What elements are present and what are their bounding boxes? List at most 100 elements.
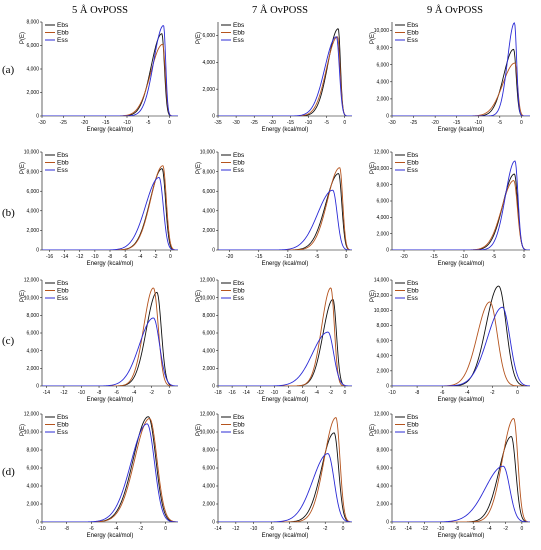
y-tick-label: 0 (212, 520, 215, 526)
series-line-ess (42, 423, 178, 522)
row-label-d: (d) (2, 466, 15, 478)
legend-entry: Ebs (233, 414, 245, 421)
chart-panel: -16 -14 -12 -10 -8 -6 -4 -2 0 0 2,000 4,000 6,000 8,0… (370, 412, 530, 539)
y-tick-label: 12,000 (200, 278, 216, 284)
x-axis-label: Energy (kcal/mol) (262, 261, 309, 267)
x-tick-label: -15 (102, 120, 109, 126)
y-tick-label: 6,000 (376, 62, 389, 68)
x-tick-label: -6 (114, 390, 119, 396)
x-tick-label: -4 (138, 254, 143, 260)
x-tick-label: -4 (465, 390, 470, 396)
legend-entry: Ess (233, 167, 245, 174)
legend-entry: Ess (57, 429, 69, 436)
y-tick-label: 6,000 (202, 33, 215, 39)
x-tick-label: -30 (232, 120, 239, 126)
x-tick-label: -20 (432, 120, 439, 126)
series-line-ebs (392, 285, 530, 386)
y-tick-label: 2,000 (26, 228, 39, 234)
series-line-ebb (42, 43, 178, 116)
legend-entry: Ess (233, 37, 245, 44)
legend-entry: Ebs (233, 22, 245, 29)
series-line-ess (218, 453, 352, 522)
x-tick-label: -8 (97, 390, 102, 396)
chart-panel: -35 -30 -25 -20 -15 -10 -5 0 0 2,000 4,000 6,000 Ene… (196, 22, 352, 133)
y-tick-label: 2,000 (376, 369, 389, 375)
y-tick-label: 0 (36, 520, 39, 526)
x-tick-label: -6 (123, 254, 128, 260)
x-tick-label: -12 (232, 526, 239, 532)
series-line-ebb (392, 417, 530, 522)
legend-entry: Ess (57, 37, 69, 44)
y-tick-label: 8,000 (376, 448, 389, 454)
y-tick-label: 12,000 (374, 412, 390, 418)
x-tick-label: -16 (388, 526, 395, 532)
x-tick-label: -20 (400, 254, 407, 260)
y-tick-label: 10,000 (374, 166, 390, 172)
legend-entry: Ebb (407, 160, 419, 167)
legend-entry: Ess (407, 167, 419, 174)
y-tick-label: 4,000 (202, 348, 215, 354)
x-tick-label: -30 (38, 120, 45, 126)
x-tick-label: 0 (168, 120, 171, 126)
x-tick-label: -10 (475, 120, 482, 126)
x-tick-label: -6 (287, 526, 292, 532)
x-tick-label: -18 (214, 390, 221, 396)
legend-entry: Ebb (407, 422, 419, 429)
x-tick-label: 0 (344, 390, 347, 396)
x-tick-label: 0 (342, 526, 345, 532)
x-axis-label: Energy (kcal/mol) (438, 261, 485, 267)
y-tick-label: 0 (386, 520, 389, 526)
legend-entry: Ebb (57, 422, 69, 429)
x-tick-label: -10 (271, 390, 278, 396)
x-tick-label: -2 (153, 254, 158, 260)
x-axis-label: Energy (kcal/mol) (87, 127, 134, 133)
x-tick-label: -2 (503, 526, 508, 532)
y-axis-label: P(E) (196, 424, 202, 436)
y-tick-label: 10,000 (24, 295, 40, 301)
x-tick-label: -10 (284, 254, 291, 260)
legend-entry: Ebb (57, 30, 69, 37)
x-tick-label: -5 (324, 120, 329, 126)
series-line-ess (392, 160, 530, 250)
y-axis-label: P(E) (196, 290, 202, 302)
y-tick-label: 12,000 (24, 412, 40, 418)
series-line-ebs (42, 168, 178, 250)
x-tick-label: 0 (169, 254, 172, 260)
series-line-ebs (218, 173, 352, 250)
y-tick-label: 12,000 (374, 293, 390, 299)
y-tick-label: 6,000 (26, 189, 39, 195)
y-tick-label: 0 (36, 248, 39, 254)
series-line-ebs (392, 436, 530, 522)
x-tick-label: -16 (228, 390, 235, 396)
y-tick-label: 10,000 (374, 308, 390, 314)
row-label-a: (a) (2, 64, 15, 76)
series-line-ess (218, 189, 352, 250)
x-tick-label: -6 (440, 390, 445, 396)
chart-panel: -10 -8 -6 -4 -2 0 0 2,000 4,000 6,000 8,000 10,000 1… (20, 412, 178, 539)
legend-entry: Ess (407, 37, 419, 44)
legend-entry: Ebb (57, 288, 69, 295)
y-tick-label: 8,000 (26, 448, 39, 454)
series-line-ebb (42, 418, 178, 522)
x-tick-label: -4 (132, 390, 137, 396)
x-tick-label: -15 (430, 254, 437, 260)
series-line-ebb (218, 287, 352, 386)
x-tick-label: -10 (460, 254, 467, 260)
series-line-ebs (42, 291, 178, 386)
y-axis-label: P(E) (370, 32, 376, 44)
x-tick-label: -2 (490, 390, 495, 396)
series-line-ess (392, 465, 530, 522)
x-tick-label: -2 (149, 390, 154, 396)
y-tick-label: 4,000 (202, 60, 215, 66)
series-line-ess (392, 306, 530, 386)
y-tick-label: 8,000 (376, 323, 389, 329)
x-tick-label: 0 (164, 526, 167, 532)
legend-entry: Ebs (233, 152, 245, 159)
legend-entry: Ebb (233, 160, 245, 167)
series-line-ebs (392, 48, 530, 116)
x-tick-label: -20 (269, 120, 276, 126)
y-tick-label: 10,000 (200, 430, 216, 436)
legend-entry: Ebs (57, 152, 69, 159)
x-tick-label: -25 (251, 120, 258, 126)
y-tick-label: 0 (212, 384, 215, 390)
